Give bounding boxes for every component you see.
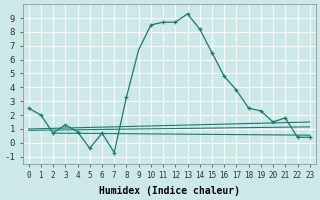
X-axis label: Humidex (Indice chaleur): Humidex (Indice chaleur) [99, 186, 240, 196]
